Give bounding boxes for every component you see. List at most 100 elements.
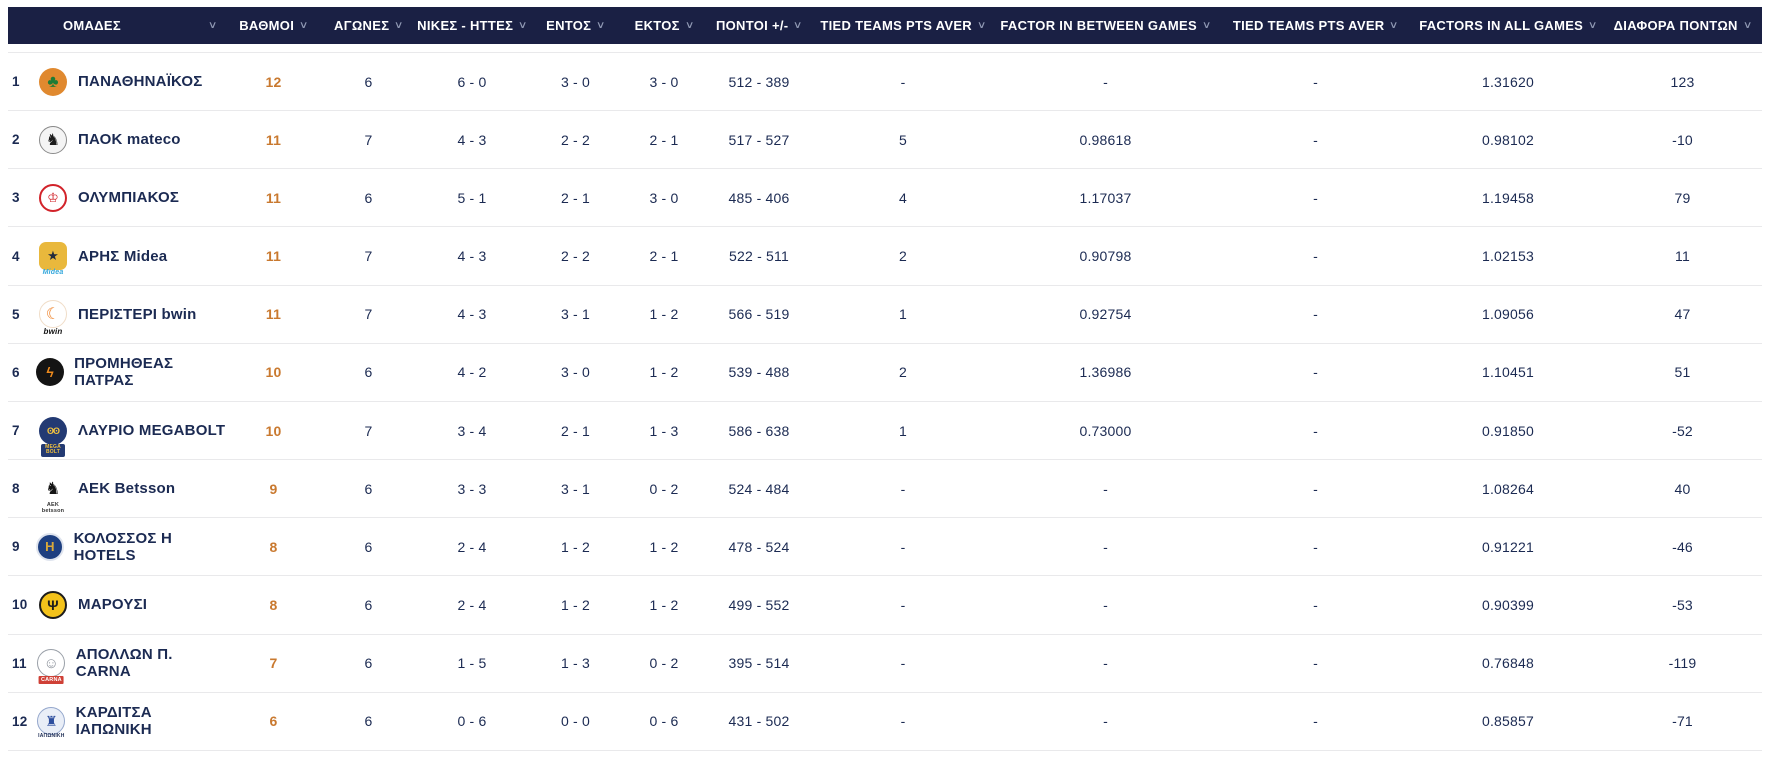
team-name[interactable]: ΜΑΡΟΥΣΙ — [78, 596, 148, 614]
tied-teams-pts-aver-1-cell: 5 — [899, 131, 907, 148]
column-header-points[interactable]: ΒΑΘΜΟΙ ∨ — [226, 18, 321, 33]
chevron-down-icon: ∨ — [208, 20, 219, 31]
chevron-down-icon: ∨ — [976, 20, 987, 31]
wins-losses-cell: 1 - 5 — [457, 655, 487, 672]
column-header-factor-in-between-games[interactable]: FACTOR IN BETWEEN GAMES ∨ — [993, 18, 1218, 33]
column-header-points-plus-minus[interactable]: ΠΟΝΤΟΙ +/- ∨ — [705, 18, 813, 33]
games-cell: 6 — [364, 538, 373, 555]
standings-table: ΟΜΑΔΕΣ ∨ ΒΑΘΜΟΙ ∨ ΑΓΩΝΕΣ ∨ ΝΙΚΕΣ - ΗΤΤΕΣ… — [8, 7, 1762, 751]
point-difference-cell: 40 — [1674, 480, 1691, 497]
points-cell: 11 — [265, 306, 282, 323]
column-header-home[interactable]: ΕΝΤΟΣ ∨ — [528, 18, 623, 33]
tied-teams-pts-aver-2-cell: - — [1313, 306, 1318, 323]
team-name[interactable]: ΑΡΗΣ Midea — [78, 247, 168, 265]
column-header-teams[interactable]: ΟΜΑΔΕΣ ∨ — [8, 18, 226, 33]
team-name[interactable]: ΑΠΟΛΛΩΝ Π. CARNA — [75, 646, 173, 681]
column-header-label: ΒΑΘΜΟΙ — [239, 18, 295, 33]
points-cell: 10 — [265, 422, 282, 439]
tied-teams-pts-aver-2-cell: - — [1313, 131, 1318, 148]
table-row: 7 ʘʘ MEGA BOLT ΛΑΥΡΙΟ MEGABOLT 10 7 3 - … — [8, 401, 1762, 461]
wins-losses-cell: 2 - 4 — [457, 596, 487, 613]
column-header-games[interactable]: ΑΓΩΝΕΣ ∨ — [321, 18, 416, 33]
column-header-label: ΑΓΩΝΕΣ — [334, 18, 390, 33]
tied-teams-pts-aver-1-cell: 1 — [899, 306, 907, 323]
team-cell: 9 Η ΚΟΛΟΣΣΟΣ Η HOTELS — [8, 530, 226, 564]
points-plus-minus-cell: 395 - 514 — [728, 655, 790, 672]
points-cell: 9 — [269, 480, 278, 497]
column-header-tied-teams-pts-aver-1[interactable]: TIED TEAMS PTS AVER ∨ — [813, 18, 993, 33]
away-record-cell: 1 - 2 — [649, 364, 679, 381]
team-cell: 1 ♣ ΠΑΝΑΘΗΝΑΪΚΟΣ — [8, 67, 226, 96]
home-record-cell: 3 - 1 — [560, 306, 590, 323]
rank: 4 — [12, 248, 20, 264]
tied-teams-pts-aver-2-cell: - — [1313, 364, 1318, 381]
table-row: 12 ♜ ΙΑΠΩΝΙΚΗ ΚΑΡΔΙΤΣΑ ΙΑΠΩΝΙΚΗ 6 6 0 - … — [8, 692, 1762, 751]
team-name[interactable]: ΑΕΚ Betsson — [78, 480, 176, 498]
home-record-cell: 2 - 1 — [560, 189, 590, 206]
rank: 5 — [12, 306, 20, 322]
team-name[interactable]: ΚΑΡΔΙΤΣΑ ΙΑΠΩΝΙΚΗ — [75, 704, 152, 739]
away-record-cell: 1 - 2 — [649, 596, 679, 613]
team-name[interactable]: ΠΕΡΙΣΤΕΡΙ bwin — [78, 305, 197, 323]
tied-teams-pts-aver-2-cell: - — [1313, 248, 1318, 265]
table-row: 3 ♔ ΟΛΥΜΠΙΑΚΟΣ 11 6 5 - 1 2 - 1 3 - 0 48… — [8, 169, 1762, 228]
chevron-down-icon: ∨ — [793, 20, 804, 31]
tied-teams-pts-aver-2-cell: - — [1313, 422, 1318, 439]
wins-losses-cell: 6 - 0 — [457, 73, 487, 90]
team-name[interactable]: ΛΑΥΡΙΟ MEGABOLT — [78, 422, 226, 440]
column-header-wins-losses[interactable]: ΝΙΚΕΣ - ΗΤΤΕΣ ∨ — [416, 18, 528, 33]
points-plus-minus-cell: 512 - 389 — [728, 73, 790, 90]
factor-in-between-games-cell: 0.92754 — [1079, 306, 1132, 323]
team-name[interactable]: ΠΑΝΑΘΗΝΑΪΚΟΣ — [78, 73, 203, 91]
tied-teams-pts-aver-1-cell: - — [900, 713, 906, 730]
games-cell: 7 — [364, 131, 373, 148]
table-header: ΟΜΑΔΕΣ ∨ ΒΑΘΜΟΙ ∨ ΑΓΩΝΕΣ ∨ ΝΙΚΕΣ - ΗΤΤΕΣ… — [8, 7, 1762, 44]
tied-teams-pts-aver-2-cell: - — [1313, 596, 1318, 613]
team-logo-icon: ♣ — [39, 67, 67, 96]
rank: 6 — [12, 364, 20, 380]
factor-in-between-games-cell: 0.90798 — [1079, 248, 1132, 265]
team-name[interactable]: ΠΡΟΜΗΘΕΑΣ ΠΑΤΡΑΣ — [74, 355, 174, 390]
points-plus-minus-cell: 431 - 502 — [728, 713, 790, 730]
tied-teams-pts-aver-1-cell: 2 — [899, 364, 907, 381]
factor-in-between-games-cell: - — [1103, 596, 1108, 613]
column-header-factors-in-all-games[interactable]: FACTORS IN ALL GAMES ∨ — [1413, 18, 1603, 33]
factors-in-all-games-cell: 1.31620 — [1481, 73, 1534, 90]
team-cell: 3 ♔ ΟΛΥΜΠΙΑΚΟΣ — [8, 183, 226, 212]
factor-in-between-games-cell: - — [1103, 538, 1108, 555]
team-logo-icon: ♞ — [39, 125, 67, 154]
away-record-cell: 3 - 0 — [649, 73, 679, 90]
team-name[interactable]: ΚΟΛΟΣΣΟΣ Η HOTELS — [73, 529, 172, 564]
wins-losses-cell: 2 - 4 — [457, 538, 487, 555]
rank: 2 — [12, 132, 20, 148]
team-logo: ♔ — [36, 183, 70, 212]
tied-teams-pts-aver-1-cell: 4 — [899, 189, 907, 206]
column-header-tied-teams-pts-aver-2[interactable]: TIED TEAMS PTS AVER ∨ — [1218, 18, 1413, 33]
team-logo-icon: ★ — [39, 242, 67, 271]
column-header-point-difference[interactable]: ΔΙΑΦΟΡΑ ΠΟΝΤΩΝ ∨ — [1603, 18, 1762, 33]
wins-losses-cell: 4 - 2 — [457, 364, 487, 381]
team-logo-sublabel: MEGA BOLT — [41, 443, 65, 458]
chevron-down-icon: ∨ — [298, 20, 309, 31]
rank: 12 — [12, 713, 28, 729]
point-difference-cell: -10 — [1672, 131, 1693, 148]
factors-in-all-games-cell: 0.85857 — [1481, 713, 1534, 730]
team-logo-icon: ☾ — [39, 300, 67, 329]
rank: 8 — [12, 481, 20, 497]
factors-in-all-games-cell: 0.91850 — [1481, 422, 1534, 439]
factors-in-all-games-cell: 0.76848 — [1481, 655, 1534, 672]
points-plus-minus-cell: 522 - 511 — [729, 248, 789, 265]
wins-losses-cell: 4 - 3 — [457, 248, 487, 265]
games-cell: 7 — [364, 422, 373, 439]
team-name[interactable]: ΠΑΟΚ mateco — [78, 131, 181, 149]
table-row: 11 ☺ CARNA ΑΠΟΛΛΩΝ Π. CARNA 7 6 1 - 5 1 … — [8, 634, 1762, 693]
tied-teams-pts-aver-1-cell: - — [900, 73, 906, 90]
point-difference-cell: -53 — [1672, 596, 1693, 613]
team-name[interactable]: ΟΛΥΜΠΙΑΚΟΣ — [78, 189, 180, 207]
factor-in-between-games-cell: - — [1103, 73, 1108, 90]
column-header-away[interactable]: ΕΚΤΟΣ ∨ — [623, 18, 705, 33]
table-row: 8 ♞ AEK betsson ΑΕΚ Betsson 9 6 3 - 3 3 … — [8, 460, 1762, 519]
team-logo: ♞ — [36, 125, 70, 154]
points-cell: 8 — [269, 538, 278, 555]
away-record-cell: 0 - 2 — [649, 480, 679, 497]
